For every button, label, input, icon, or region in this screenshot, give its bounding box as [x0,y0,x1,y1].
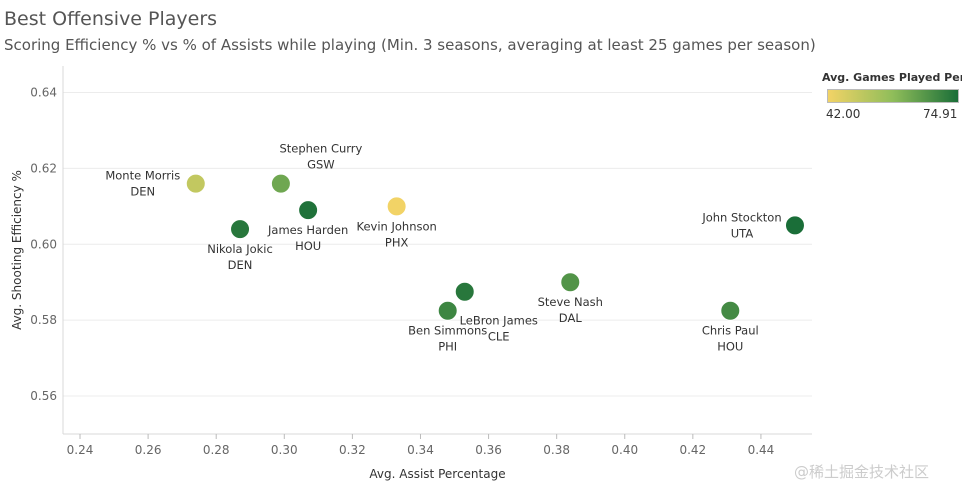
point-label-team: UTA [731,226,754,240]
x-tick-label: 0.34 [407,443,434,457]
y-tick-label: 0.58 [30,313,57,327]
point-label-team: PHX [385,235,409,249]
point-label-team: HOU [717,340,743,354]
data-point [185,173,206,194]
legend-title: Avg. Games Played Per .. [822,71,962,84]
y-tick-label: 0.60 [30,237,57,251]
x-tick-label: 0.38 [543,443,570,457]
data-point [230,219,251,240]
point-label-name: Ben Simmons [408,324,487,338]
y-axis-title: Avg. Shooting Efficiency % [10,170,24,330]
data-point [270,173,291,194]
point-labels: Monte Morris DEN Nikola Jokic DEN Stephen Cu… [105,142,781,354]
point-label-name: LeBron James [460,314,538,328]
x-tick-label: 0.30 [271,443,298,457]
x-tick-label: 0.36 [475,443,502,457]
x-tick-label: 0.40 [611,443,638,457]
axes: 0.56 0.58 0.60 0.62 0.64 0.24 0.26 0.28 0.30 0.32… [10,66,812,481]
point-label-team: DEN [130,185,155,199]
point-label-team: CLE [488,330,510,344]
x-axis-title: Avg. Assist Percentage [369,467,505,481]
data-point [784,215,805,236]
x-tick-label: 0.44 [748,443,775,457]
data-point [298,200,319,221]
data-point [454,281,475,302]
legend-min-label: 42.00 [826,107,861,121]
point-label-team: PHI [438,340,457,354]
grid-lines [63,92,812,397]
x-tick-label: 0.42 [679,443,706,457]
point-label-name: Stephen Curry [279,142,362,156]
point-label-team: DEN [228,258,253,272]
y-tick-label: 0.64 [30,86,57,100]
color-legend-gradient[interactable] [827,89,959,103]
point-label-team: DAL [559,311,583,325]
point-label-name: James Harden [267,223,348,237]
point-label-name: Nikola Jokic [207,242,273,256]
point-label-name: Chris Paul [702,324,759,338]
data-point [437,300,458,321]
chart-subtitle: Scoring Efficiency % vs % of Assists whi… [4,36,816,54]
legend-max-label: 74.91 [923,107,958,121]
x-tick-label: 0.32 [339,443,366,457]
y-tick-label: 0.56 [30,389,57,403]
y-tick-label: 0.62 [30,161,57,175]
data-point [720,300,741,321]
x-tick-label: 0.24 [67,443,94,457]
x-tick-label: 0.28 [203,443,230,457]
data-point [560,272,581,293]
watermark: @稀土掘金技术社区 [794,463,930,481]
point-label-team: HOU [295,239,321,253]
data-points [185,173,805,321]
x-tick-label: 0.26 [135,443,162,457]
point-label-name: Monte Morris [105,169,180,183]
point-label-name: Kevin Johnson [356,219,436,233]
point-label-name: John Stockton [701,210,781,224]
chart-title: Best Offensive Players [4,8,218,30]
point-label-name: Steve Nash [538,295,603,309]
data-point [386,196,407,217]
point-label-team: GSW [307,158,335,172]
